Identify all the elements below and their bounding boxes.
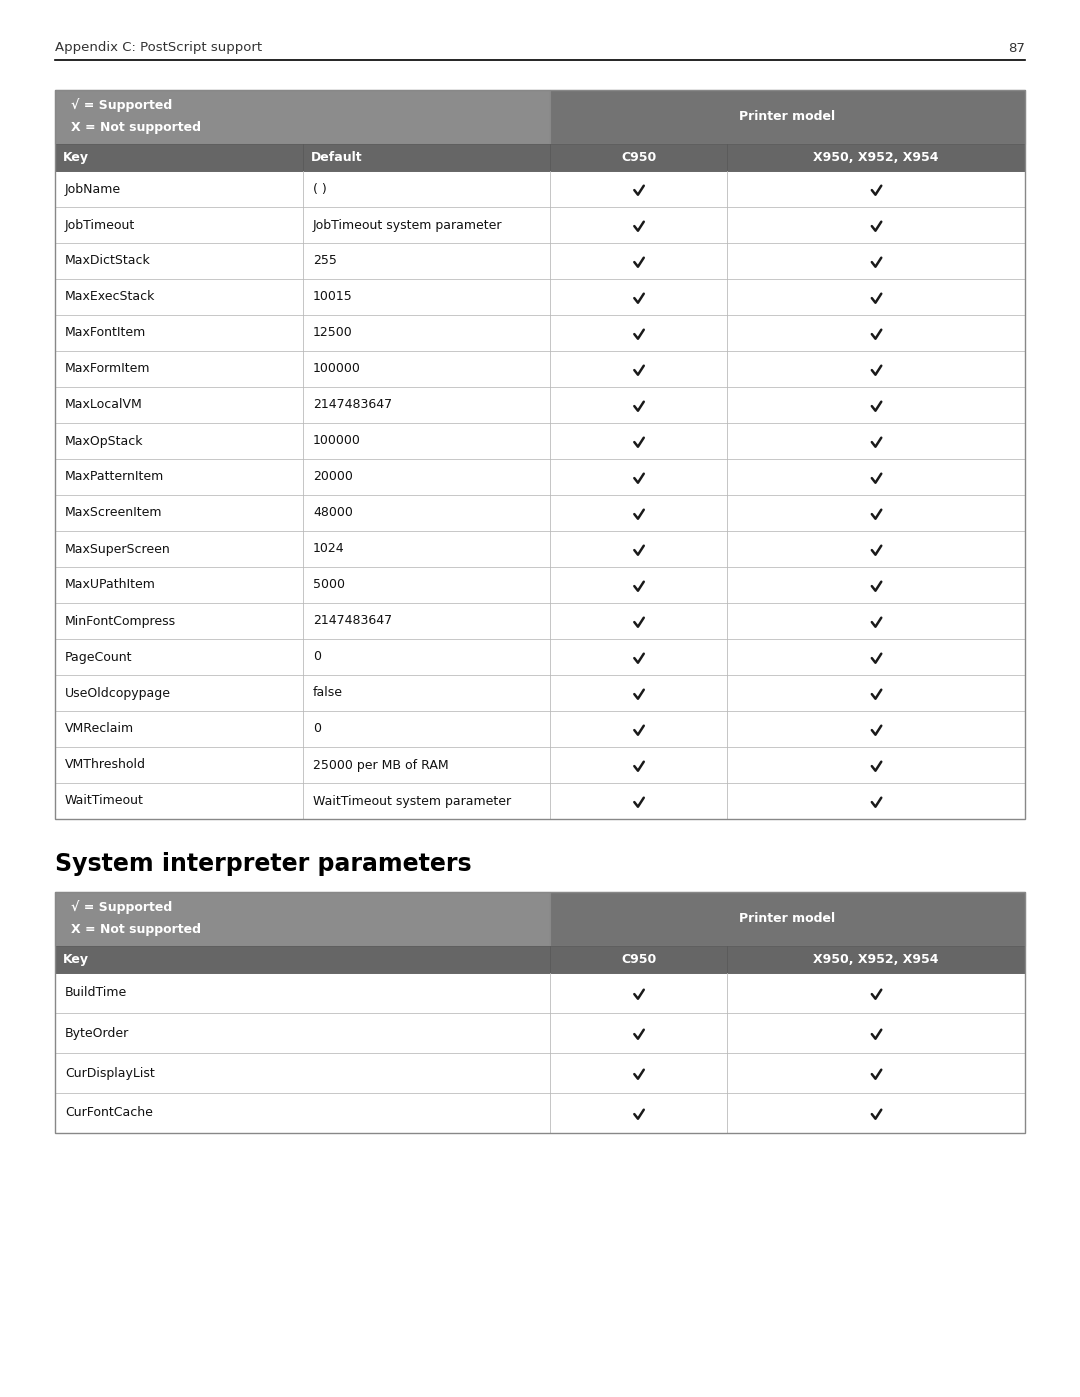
Text: C950: C950 <box>621 151 657 163</box>
Text: JobTimeout system parameter: JobTimeout system parameter <box>313 218 502 232</box>
Text: 48000: 48000 <box>313 507 353 520</box>
Text: 12500: 12500 <box>313 327 353 339</box>
Text: MinFontCompress: MinFontCompress <box>65 615 176 627</box>
Bar <box>303 144 550 170</box>
Bar <box>55 495 1025 531</box>
Text: CurDisplayList: CurDisplayList <box>65 1066 154 1080</box>
Text: ( ): ( ) <box>313 183 327 196</box>
Bar <box>55 207 1025 243</box>
Text: X950, X952, X954: X950, X952, X954 <box>813 953 939 965</box>
Bar <box>55 279 1025 314</box>
Text: CurFontCache: CurFontCache <box>65 1106 153 1119</box>
Text: MaxExecStack: MaxExecStack <box>65 291 156 303</box>
Text: 87: 87 <box>1008 42 1025 54</box>
Text: √ = Supported: √ = Supported <box>71 98 172 112</box>
Text: 1024: 1024 <box>313 542 345 556</box>
Text: JobName: JobName <box>65 183 121 196</box>
Text: ByteOrder: ByteOrder <box>65 1027 130 1039</box>
Bar <box>550 89 1025 144</box>
Text: JobTimeout: JobTimeout <box>65 218 135 232</box>
Text: MaxDictStack: MaxDictStack <box>65 254 151 267</box>
Bar <box>55 1013 1025 1053</box>
Bar <box>55 351 1025 387</box>
Text: Appendix C: PostScript support: Appendix C: PostScript support <box>55 42 262 54</box>
Text: Printer model: Printer model <box>740 110 836 123</box>
Text: Printer model: Printer model <box>740 912 836 925</box>
Bar <box>55 1053 1025 1092</box>
Text: Default: Default <box>311 151 363 163</box>
Text: 10015: 10015 <box>313 291 353 303</box>
Text: WaitTimeout: WaitTimeout <box>65 795 144 807</box>
Text: X = Not supported: X = Not supported <box>71 120 201 134</box>
Bar <box>55 972 1025 1013</box>
Bar <box>55 946 550 972</box>
Text: MaxFormItem: MaxFormItem <box>65 362 150 376</box>
Bar <box>55 531 1025 567</box>
Text: BuildTime: BuildTime <box>65 986 127 999</box>
Bar <box>55 893 550 946</box>
Text: X950, X952, X954: X950, X952, X954 <box>813 151 939 163</box>
Text: 0: 0 <box>313 722 321 735</box>
Bar <box>55 243 1025 279</box>
Text: 20000: 20000 <box>313 471 353 483</box>
Text: VMThreshold: VMThreshold <box>65 759 146 771</box>
Bar <box>55 893 1025 1133</box>
Bar <box>55 423 1025 460</box>
Text: 100000: 100000 <box>313 362 361 376</box>
Bar <box>55 89 550 144</box>
Bar <box>550 946 727 972</box>
Bar <box>55 314 1025 351</box>
Text: Key: Key <box>63 953 89 965</box>
Text: 2147483647: 2147483647 <box>313 398 392 412</box>
Bar <box>55 638 1025 675</box>
Bar <box>55 567 1025 604</box>
Bar <box>55 747 1025 782</box>
Text: 100000: 100000 <box>313 434 361 447</box>
Text: MaxScreenItem: MaxScreenItem <box>65 507 162 520</box>
Bar <box>55 675 1025 711</box>
Bar <box>55 782 1025 819</box>
Bar <box>55 89 1025 819</box>
Text: 255: 255 <box>313 254 337 267</box>
Text: PageCount: PageCount <box>65 651 133 664</box>
Bar <box>55 170 1025 207</box>
Text: MaxSuperScreen: MaxSuperScreen <box>65 542 171 556</box>
Bar <box>727 144 1025 170</box>
Bar <box>55 387 1025 423</box>
Bar <box>55 460 1025 495</box>
Text: 0: 0 <box>313 651 321 664</box>
Text: C950: C950 <box>621 953 657 965</box>
Text: Key: Key <box>63 151 89 163</box>
Bar <box>55 711 1025 747</box>
Text: WaitTimeout system parameter: WaitTimeout system parameter <box>313 795 511 807</box>
Text: false: false <box>313 686 343 700</box>
Text: MaxUPathItem: MaxUPathItem <box>65 578 156 591</box>
Text: 25000 per MB of RAM: 25000 per MB of RAM <box>313 759 448 771</box>
Bar <box>55 604 1025 638</box>
Text: MaxFontItem: MaxFontItem <box>65 327 146 339</box>
Text: √ = Supported: √ = Supported <box>71 900 172 914</box>
Bar <box>55 144 303 170</box>
Text: MaxLocalVM: MaxLocalVM <box>65 398 143 412</box>
Text: 5000: 5000 <box>313 578 345 591</box>
Text: UseOldcopypage: UseOldcopypage <box>65 686 171 700</box>
Bar <box>727 946 1025 972</box>
Text: VMReclaim: VMReclaim <box>65 722 134 735</box>
Bar <box>550 144 727 170</box>
Text: System interpreter parameters: System interpreter parameters <box>55 852 472 876</box>
Text: MaxOpStack: MaxOpStack <box>65 434 144 447</box>
Bar <box>55 1092 1025 1133</box>
Bar <box>550 893 1025 946</box>
Text: X = Not supported: X = Not supported <box>71 922 201 936</box>
Text: 2147483647: 2147483647 <box>313 615 392 627</box>
Text: MaxPatternItem: MaxPatternItem <box>65 471 164 483</box>
